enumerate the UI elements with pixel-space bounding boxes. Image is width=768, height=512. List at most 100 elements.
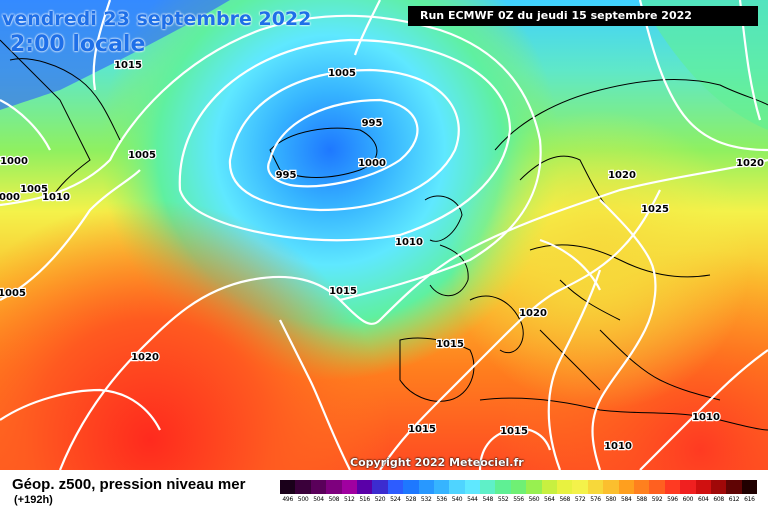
- forecast-date: vendredi 23 septembre 2022: [2, 8, 312, 30]
- legend-swatch: [372, 480, 388, 494]
- legend-swatch: [633, 480, 650, 494]
- legend-swatch: [280, 480, 296, 494]
- forecast-time: 2:00 locale: [10, 32, 146, 57]
- legend-swatch: [572, 480, 588, 494]
- legend-item: 600: [680, 480, 696, 503]
- legend-value: 560: [528, 496, 540, 503]
- legend-value: 592: [651, 496, 663, 503]
- legend-value: 604: [697, 496, 709, 503]
- legend-value: 588: [636, 496, 647, 503]
- legend-value: 544: [467, 496, 478, 503]
- isobar-label: 995: [362, 118, 383, 129]
- legend-value: 496: [282, 496, 293, 503]
- legend-item: 516: [356, 480, 373, 503]
- weather-map: 1015100599510051000100099510051010100010…: [0, 0, 768, 470]
- isobar-label: 1010: [42, 192, 70, 203]
- legend-swatch: [464, 480, 481, 494]
- legend-item: 580: [603, 480, 619, 503]
- footer: Géop. z500, pression niveau mer (+192h) …: [0, 470, 768, 512]
- isobar-label: 1015: [114, 60, 142, 71]
- isobar-label: 1015: [500, 426, 528, 437]
- copyright: Copyright 2022 Meteociel.fr: [350, 456, 524, 469]
- legend-value: 548: [482, 496, 494, 503]
- legend-value: 616: [744, 496, 755, 503]
- legend-value: 564: [544, 496, 555, 503]
- legend-item: 572: [572, 480, 588, 503]
- isobar-label: 1000: [0, 192, 20, 203]
- legend-value: 556: [513, 496, 524, 503]
- legend-value: 600: [682, 496, 694, 503]
- legend-item: 568: [557, 480, 573, 503]
- legend-swatch: [603, 480, 619, 494]
- legend-item: 564: [541, 480, 558, 503]
- legend-item: 616: [741, 480, 758, 503]
- legend-item: 496: [280, 480, 296, 503]
- legend-item: 528: [403, 480, 419, 503]
- legend-item: 552: [495, 480, 511, 503]
- legend-item: 504: [310, 480, 327, 503]
- legend-item: 588: [633, 480, 650, 503]
- legend-swatch: [649, 480, 665, 494]
- color-scale-legend: 496 500 504 508 512 516 520 524 528 532 536 540 544 5…: [280, 480, 758, 503]
- isobar-label: 1005: [128, 150, 156, 161]
- isobar-label: 1005: [20, 184, 48, 195]
- legend-item: 500: [295, 480, 311, 503]
- legend-value: 552: [497, 496, 509, 503]
- legend-value: 568: [559, 496, 570, 503]
- isobar-label: 995: [276, 170, 297, 181]
- isobar-label: 1010: [692, 412, 720, 423]
- legend-item: 548: [480, 480, 496, 503]
- legend-swatch: [403, 480, 419, 494]
- legend-value: 536: [436, 496, 447, 503]
- legend-item: 532: [418, 480, 434, 503]
- legend-item: 544: [464, 480, 481, 503]
- legend-value: 584: [621, 496, 632, 503]
- legend-item: 512: [341, 480, 357, 503]
- legend-swatch: [295, 480, 311, 494]
- legend-swatch: [387, 480, 404, 494]
- legend-swatch: [557, 480, 573, 494]
- legend-item: 576: [587, 480, 604, 503]
- isobar-label: 1020: [736, 158, 764, 169]
- run-info: Run ECMWF 0Z du jeudi 15 septembre 2022: [408, 6, 758, 26]
- isobar-label: 1020: [608, 170, 636, 181]
- legend-value: 516: [359, 496, 370, 503]
- legend-swatch: [680, 480, 696, 494]
- isobar-label: 1010: [395, 237, 423, 248]
- legend-value: 580: [605, 496, 617, 503]
- legend-value: 500: [297, 496, 309, 503]
- legend-value: 572: [574, 496, 586, 503]
- legend-swatch: [449, 480, 465, 494]
- legend-value: 596: [667, 496, 678, 503]
- legend-swatch: [480, 480, 496, 494]
- coastlines: [0, 39, 768, 431]
- isobar-label: 1005: [0, 288, 26, 299]
- legend-value: 520: [374, 496, 386, 503]
- legend-item: 508: [326, 480, 342, 503]
- legend-swatch: [341, 480, 357, 494]
- isobar-label: 1015: [408, 424, 436, 435]
- legend-swatch: [495, 480, 511, 494]
- legend-value: 524: [390, 496, 401, 503]
- legend-swatch: [510, 480, 527, 494]
- forecast-hour: (+192h): [14, 494, 53, 506]
- isobar-label: 1020: [131, 352, 159, 363]
- legend-value: 576: [590, 496, 601, 503]
- isobar-label: 1000: [358, 158, 386, 169]
- legend-swatch: [356, 480, 373, 494]
- legend-swatch: [326, 480, 342, 494]
- legend-swatch: [310, 480, 327, 494]
- isobar-label: 1010: [604, 441, 632, 452]
- legend-item: 612: [726, 480, 742, 503]
- legend-value: 512: [343, 496, 355, 503]
- isobar-label: 1005: [328, 68, 356, 79]
- legend-swatch: [541, 480, 558, 494]
- legend-value: 528: [405, 496, 417, 503]
- legend-swatch: [587, 480, 604, 494]
- parameter-title: Géop. z500, pression niveau mer: [12, 476, 246, 493]
- legend-value: 508: [328, 496, 340, 503]
- isobar-label: 1015: [436, 339, 464, 350]
- legend-item: 560: [526, 480, 542, 503]
- legend-item: 556: [510, 480, 527, 503]
- legend-item: 584: [618, 480, 634, 503]
